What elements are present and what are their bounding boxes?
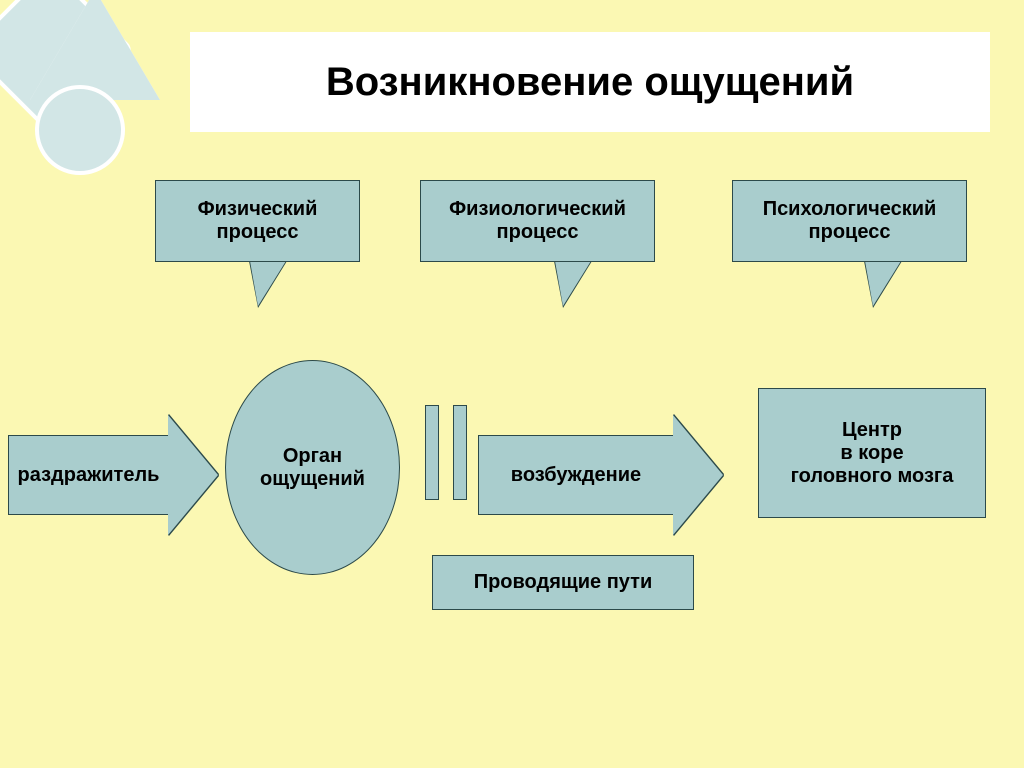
callout-psychological: Психологический процесс (732, 180, 967, 262)
stimulus-label: раздражитель (18, 464, 160, 487)
excitation-arrow-body: возбуждение (478, 435, 673, 515)
slide-title: Возникновение ощущений (190, 32, 990, 132)
deco-triangle (30, 0, 160, 100)
excitation-arrow: возбуждение (478, 415, 723, 535)
brain-center-rect: Центр в коре головного мозга (758, 388, 986, 518)
stimulus-arrow-body: раздражитель (8, 435, 168, 515)
callout-physiological: Физиологический процесс (420, 180, 655, 262)
organ-ellipse: Орган ощущений (225, 360, 400, 575)
excitation-label: возбуждение (511, 464, 641, 487)
callout-psychological-tail (865, 261, 901, 306)
callout-physical-tail (250, 261, 286, 306)
stimulus-arrow: раздражитель (8, 415, 218, 535)
callout-physical-label: Физический процесс (198, 198, 318, 244)
callout-psychological-label: Психологический процесс (763, 198, 937, 244)
organ-label: Орган ощущений (260, 445, 365, 491)
excitation-arrow-head (673, 415, 723, 535)
double-bar-1 (425, 405, 439, 500)
callout-physiological-tail (555, 261, 591, 306)
callout-physical: Физический процесс (155, 180, 360, 262)
deco-circle (35, 85, 125, 175)
callout-physiological-label: Физиологический процесс (449, 198, 626, 244)
brain-center-label: Центр в коре головного мозга (791, 419, 954, 488)
slide-title-text: Возникновение ощущений (326, 60, 854, 105)
pathways-rect: Проводящие пути (432, 555, 694, 610)
stimulus-arrow-head (168, 415, 218, 535)
double-bar-2 (453, 405, 467, 500)
pathways-label: Проводящие пути (474, 571, 653, 594)
